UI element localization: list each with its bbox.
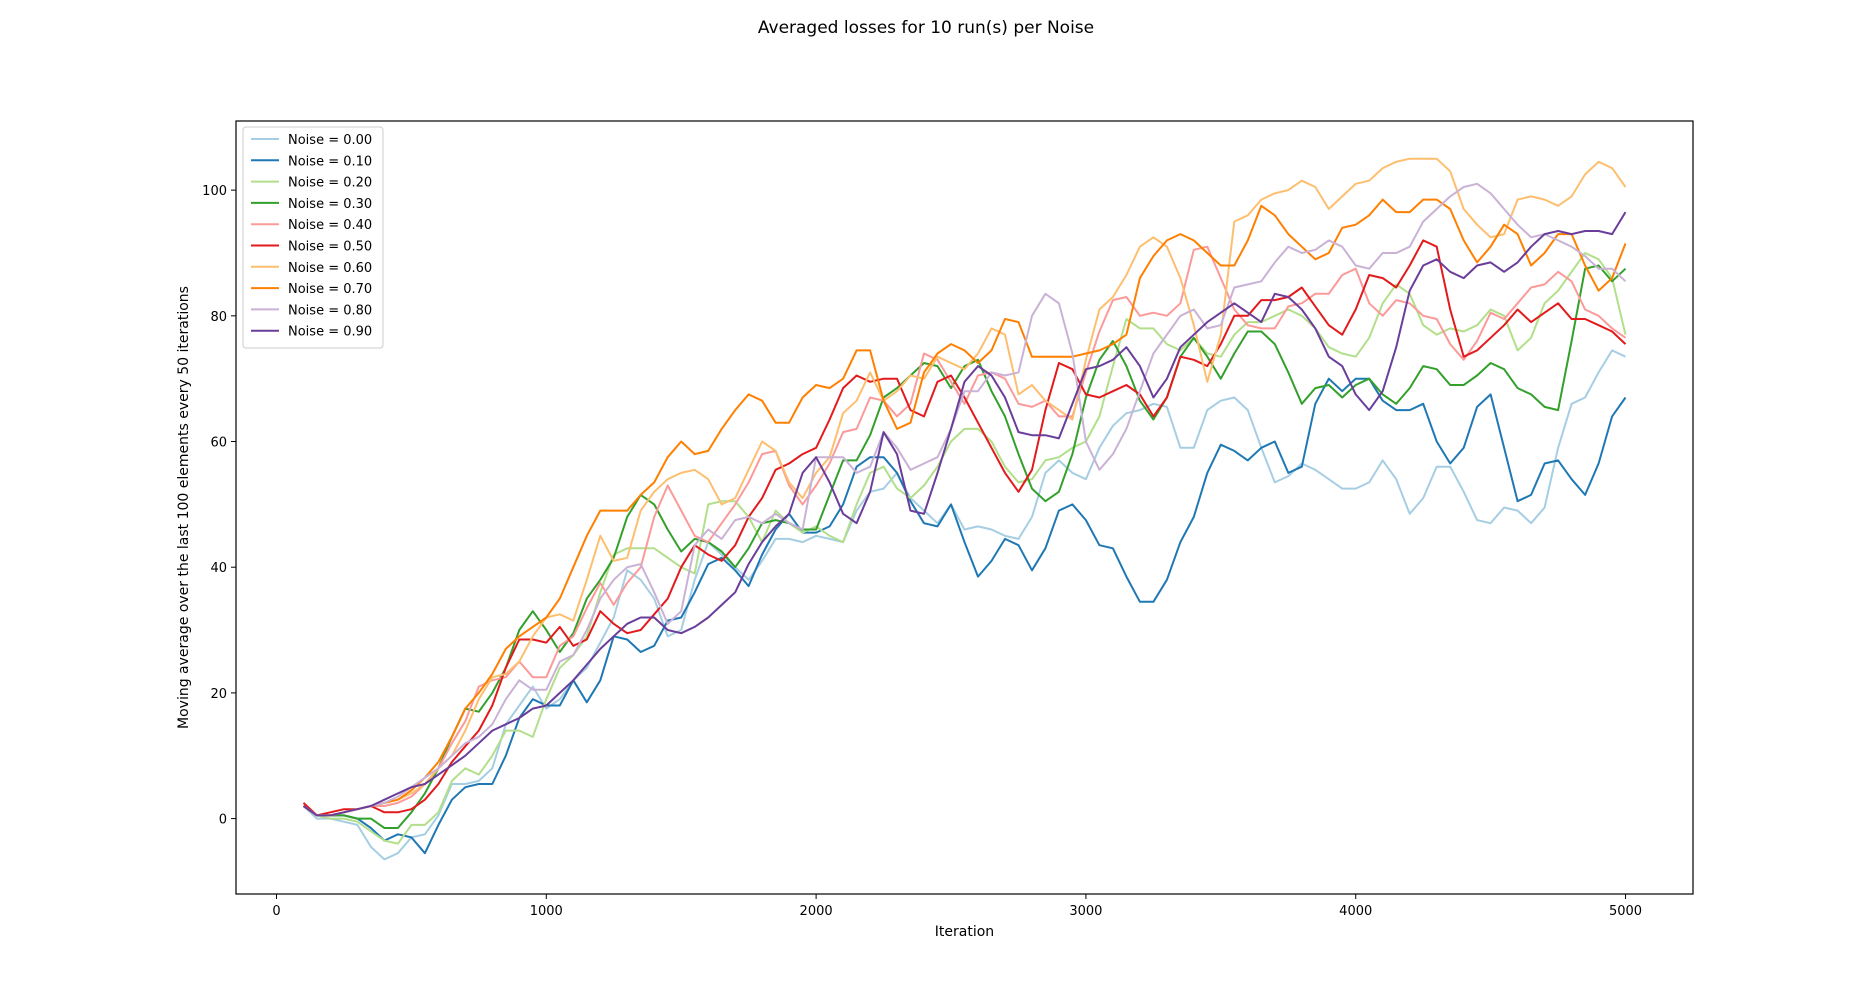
legend-label: Noise = 0.70	[288, 282, 372, 297]
x-tick-label: 3000	[1069, 904, 1102, 919]
y-tick-label: 100	[202, 184, 227, 199]
legend-label: Noise = 0.90	[288, 325, 372, 340]
series-line-7	[302, 198, 1627, 817]
x-tick-label: 4000	[1339, 904, 1372, 919]
x-tick-label: 0	[272, 904, 280, 919]
legend: Noise = 0.00 Noise = 0.10 Noise = 0.20 Nois…	[242, 126, 384, 349]
x-tick-label: 5000	[1609, 904, 1642, 919]
series-line-6	[302, 157, 1627, 817]
legend-label: Noise = 0.40	[288, 218, 372, 233]
y-tick-label: 80	[210, 310, 227, 325]
series-line-0	[302, 349, 1626, 861]
legend-label: Noise = 0.00	[288, 133, 372, 148]
axis-ticks: 0 1000 2000 3000 4000 5000 0 20 40 60 80 100	[202, 184, 1642, 919]
series-line-9	[302, 211, 1627, 817]
y-tick-label: 40	[210, 561, 227, 576]
chart-title: Averaged losses for 10 run(s) per Noise	[758, 18, 1094, 38]
legend-label: Noise = 0.20	[288, 176, 372, 191]
series-lines	[302, 157, 1627, 861]
legend-label: Noise = 0.60	[288, 261, 372, 276]
series-line-4	[302, 245, 1627, 817]
x-tick-label: 2000	[800, 904, 833, 919]
x-tick-label: 1000	[530, 904, 563, 919]
legend-label: Noise = 0.30	[288, 197, 372, 212]
legend-label: Noise = 0.80	[288, 303, 372, 318]
axes-frame	[235, 120, 1694, 895]
y-axis-label: Moving average over the last 100 element…	[176, 286, 192, 729]
series-line-1	[302, 377, 1627, 855]
series-line-2	[302, 252, 1627, 845]
series-line-8	[302, 182, 1627, 817]
x-axis-label: Iteration	[935, 924, 994, 940]
y-tick-label: 60	[210, 436, 227, 451]
y-tick-label: 0	[219, 813, 227, 828]
legend-label: Noise = 0.50	[288, 240, 372, 255]
series-line-5	[302, 239, 1627, 817]
series-line-3	[302, 264, 1627, 829]
y-tick-label: 20	[210, 687, 227, 702]
legend-label: Noise = 0.10	[288, 154, 372, 169]
